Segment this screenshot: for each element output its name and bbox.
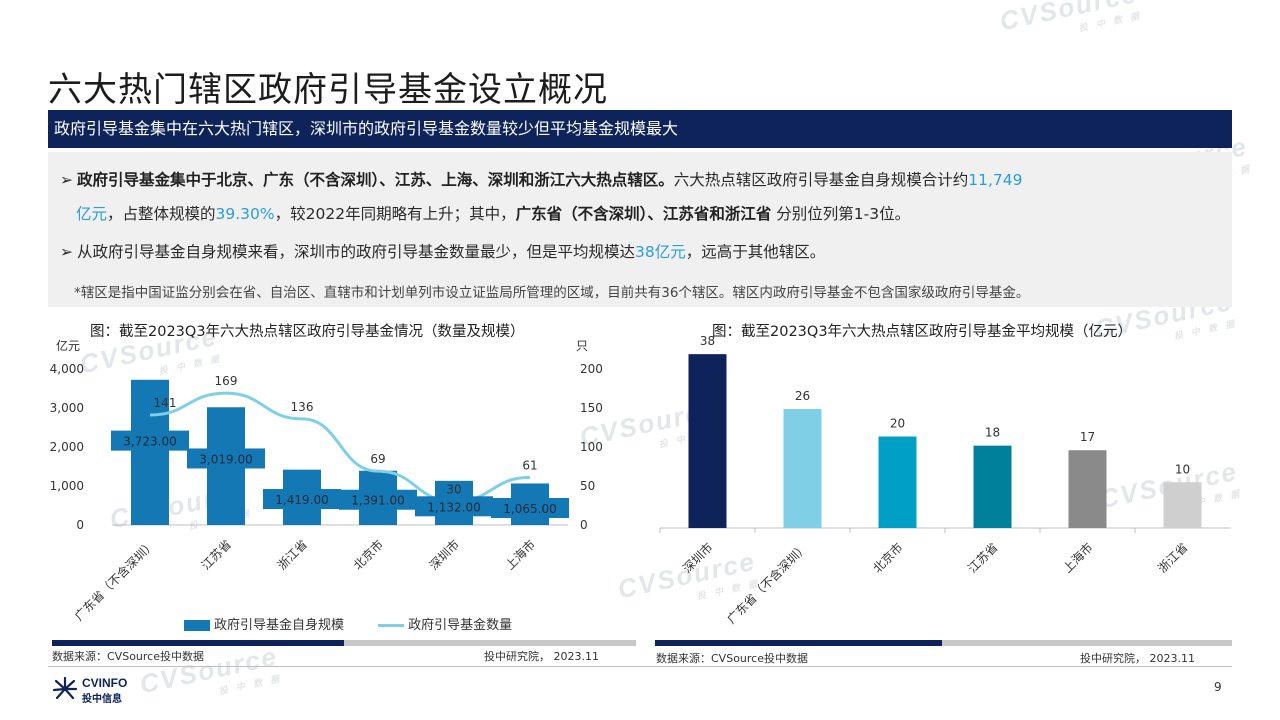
bullet-1-highlight-share: 39.30% [215,205,275,223]
chart-1-credit: 投中研究院， 2023.11 [484,650,599,663]
summary-box: ➢ 政府引导基金集中于北京、广东（不含深圳）、江苏、上海、深圳和浙江六大热点辖区。… [48,152,1232,307]
chart-1-bar [131,379,169,525]
chart-1-bar-label-box [111,430,189,451]
chart-1-left-tick: 3,000 [50,401,84,415]
chart-2-source: 数据来源：CVSource投中数据 [656,652,808,665]
chart-1-right-tick: 200 [580,362,603,376]
bullet-1-text-2: ，占整体规模的 [107,205,216,223]
chart-1-line-label: 69 [370,452,385,466]
chart-1-line-label: 61 [522,458,537,472]
chart-2: 38 26 20 18 17 10 深圳市 广东省（不含深圳） 北京市 江苏省 上海市 浙江省 [659,335,1230,627]
chart-1-left-tick: 0 [76,518,84,532]
chart-1-right-tick: 50 [580,479,595,493]
chart-1-line-label: 169 [215,374,238,388]
page-number: 9 [1214,680,1222,694]
chart-1-source: 数据来源：CVSource投中数据 [52,650,204,663]
chart-2-bar [1163,482,1202,528]
chart-2-x-label: 江苏省 [965,540,1000,575]
chart-2-bar [1068,450,1107,528]
chart-1-right-tick: 100 [580,440,603,454]
legend-swatch-line [378,624,405,627]
brand-name-en: CVINFO [82,676,128,690]
chart-1-footer-bar-dark [52,640,344,646]
chart-1-line-label: 136 [291,400,314,414]
arrow-bullet-icon: ➢ [60,171,73,189]
chart-1-x-label: 江苏省 [199,537,234,572]
chart-1-left-unit: 亿元 [56,338,80,353]
chart-1-line-label: 30 [446,483,461,497]
chart-2-bar [688,354,727,528]
chart-1-bar-label-box [339,489,417,510]
footnote: *辖区是指中国证监分别会在省、自治区、直辖市和计划单列市设立证监局所管理的区域，… [74,285,1030,301]
bullet-1-bold: 政府引导基金集中于北京、广东（不含深圳）、江苏、上海、深圳和浙江六大热点辖区。 [77,171,674,189]
chart-1-bar-label: 3,723.00 [123,435,176,449]
bullet-1-cont: 亿元，占整体规模的39.30%，较2022年同期略有上升；其中，广东省（不含深圳… [76,202,910,224]
chart-1-title: 图：截至2023Q3年六大热点辖区政府引导基金情况（数量及规模） [90,324,525,340]
bullet-2-text: 从政府引导基金自身规模来看，深圳市的政府引导基金数量最少，但是平均规模达 [77,243,636,261]
chart-1-right-unit: 只 [576,339,588,353]
chart-1-legend: 政府引导基金自身规模 政府引导基金数量 [184,614,512,633]
chart-1-bar-label: 1,132.00 [427,500,480,514]
chart-2-bar-label: 18 [985,426,1000,440]
chart-2-bar [783,409,822,528]
chart-2-bar [878,436,917,528]
bullet-1-highlight-total: 11,749 [968,171,1023,189]
chart-1-line-label: 141 [154,396,177,410]
chart-1-footer-bar-light [344,640,636,646]
bullet-1-bold-2: 广东省（不含深圳）、江苏省和浙江省 [515,205,772,223]
brand-name-cn: 投中信息 [82,694,122,705]
chart-2-x-label: 深圳市 [680,540,716,576]
chart-2-bar-label: 38 [700,335,715,348]
chart-2-x-label: 广东省（不含深圳） [724,540,811,627]
chart-2-bar-label: 20 [890,417,905,431]
legend-swatch-bar [184,620,210,631]
legend-label-line: 政府引导基金数量 [408,618,513,633]
chart-1-left-tick: 1,000 [50,479,84,493]
chart-1-bar-label-box [187,448,265,469]
chart-1-x-label: 广东省（不含深圳） [71,537,158,624]
chart-1-x-label: 上海市 [502,537,538,573]
chart-1-x-label: 北京市 [350,537,386,573]
chart-1-bar-label-box [263,489,341,510]
chart-2-footer-bar-light [942,640,1232,646]
chart-1-right-tick: 0 [580,518,588,532]
chart-1-bar-label: 3,019.00 [199,452,252,466]
bullet-2: ➢ 从政府引导基金自身规模来看，深圳市的政府引导基金数量最少，但是平均规模达38亿… [60,240,825,262]
chart-1-bar-label: 1,419.00 [275,493,328,507]
subtitle-bar: 政府引导基金集中在六大热门辖区，深圳市的政府引导基金数量较少但平均基金规模最大 [48,110,1232,148]
chart-2-footer-bar-dark [655,640,942,646]
footer-divider [48,666,1232,667]
bullet-1-text: 六大热点辖区政府引导基金自身规模合计约 [673,171,969,189]
arrow-bullet-icon: ➢ [60,243,73,261]
chart-1-bar-label: 1,391.00 [351,494,404,508]
chart-2-x-label: 上海市 [1060,540,1096,576]
bullet-1-highlight-unit: 亿元 [76,205,108,223]
chart-1-left-tick: 4,000 [50,362,84,376]
chart-1-bar-label-box [415,496,493,517]
page-title: 六大热门辖区政府引导基金设立概况 [48,70,608,110]
chart-2-x-label: 北京市 [870,540,906,576]
bullet-2-text-2: ，远高于其他辖区。 [685,243,826,261]
chart-1-x-label: 浙江省 [275,537,310,572]
chart-2-title: 图：截至2023Q3年六大热点辖区政府引导基金平均规模（亿元） [712,324,1133,340]
bullet-1-text-3: ，较2022年同期略有上升；其中， [274,205,516,223]
chart-2-bar-label: 26 [795,389,810,403]
chart-1-left-tick: 2,000 [50,440,84,454]
chart-2-credit: 投中研究院， 2023.11 [1080,652,1195,665]
bullet-1: ➢ 政府引导基金集中于北京、广东（不含深圳）、江苏、上海、深圳和浙江六大热点辖区。… [60,168,1023,190]
chart-1-x-label: 深圳市 [426,537,462,573]
chart-1: 亿元 只 0 1,000 2,000 3,000 4,000 0 50 100 150 200 3… [50,338,603,624]
chart-1-right-tick: 150 [580,401,603,415]
chart-2-x-label: 浙江省 [1155,540,1190,575]
chart-1-bar-label: 1,065.00 [503,502,556,516]
chart-2-bar [973,445,1012,528]
chart-2-bar-label: 10 [1175,462,1190,476]
bullet-2-highlight: 38亿元 [635,243,686,261]
chart-1-bar-label-box [491,498,569,519]
legend-label-bar: 政府引导基金自身规模 [214,618,345,633]
cvinfo-logo-icon [52,676,78,700]
chart-2-bar-label: 17 [1080,430,1095,444]
bullet-1-text-4: 分别位列第1-3位。 [771,205,911,223]
